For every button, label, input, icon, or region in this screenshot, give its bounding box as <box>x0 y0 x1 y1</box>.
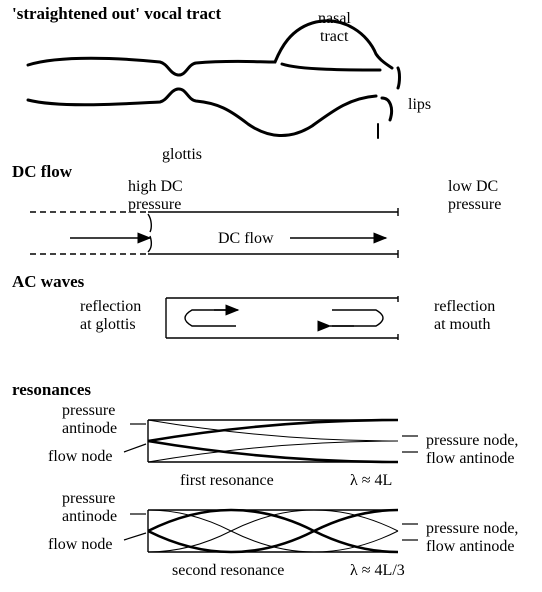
label-p-antinode-1b: antinode <box>62 420 117 438</box>
label-low-dc-2: pressure <box>448 196 501 214</box>
label-nasal-2: tract <box>320 28 348 46</box>
label-p-antinode-1a: pressure <box>62 402 115 420</box>
label-p-node-r1a: pressure node, <box>426 432 518 450</box>
label-flow-node-1: flow node <box>48 448 112 466</box>
label-first-res: first resonance <box>180 472 274 490</box>
label-p-node-r2b: flow antinode <box>426 538 514 556</box>
label-p-antinode-2b: antinode <box>62 508 117 526</box>
label-second-res: second resonance <box>172 562 284 580</box>
title-resonances: resonances <box>12 380 91 400</box>
label-refl-mouth-2: at mouth <box>434 316 490 334</box>
label-p-antinode-2a: pressure <box>62 490 115 508</box>
label-lambda1: λ ≈ 4L <box>350 472 392 490</box>
label-dc-flow-center: DC flow <box>218 230 274 248</box>
label-nasal-1: nasal <box>318 10 351 28</box>
label-glottis: glottis <box>162 146 202 164</box>
title-dc-flow: DC flow <box>12 162 72 182</box>
dc-flow-tube <box>30 208 398 258</box>
second-resonance <box>124 510 418 552</box>
label-refl-glottis-1: reflection <box>80 298 141 316</box>
label-refl-mouth-1: reflection <box>434 298 495 316</box>
label-p-node-r1b: flow antinode <box>426 450 514 468</box>
title-vocal-tract: 'straightened out' vocal tract <box>12 4 221 24</box>
label-p-node-r2a: pressure node, <box>426 520 518 538</box>
ac-waves-tube <box>166 296 398 340</box>
title-ac-waves: AC waves <box>12 272 84 292</box>
label-high-dc-2: pressure <box>128 196 181 214</box>
label-high-dc-1: high DC <box>128 178 183 196</box>
label-flow-node-2: flow node <box>48 536 112 554</box>
label-low-dc-1: low DC <box>448 178 498 196</box>
first-resonance <box>124 420 418 462</box>
label-refl-glottis-2: at glottis <box>80 316 136 334</box>
label-lambda2: λ ≈ 4L/3 <box>350 562 405 580</box>
label-lips: lips <box>408 96 431 114</box>
